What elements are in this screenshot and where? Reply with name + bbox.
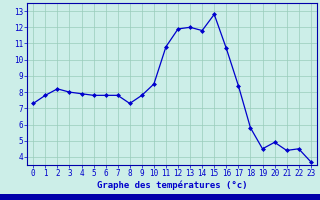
X-axis label: Graphe des températures (°c): Graphe des températures (°c) — [97, 181, 247, 190]
